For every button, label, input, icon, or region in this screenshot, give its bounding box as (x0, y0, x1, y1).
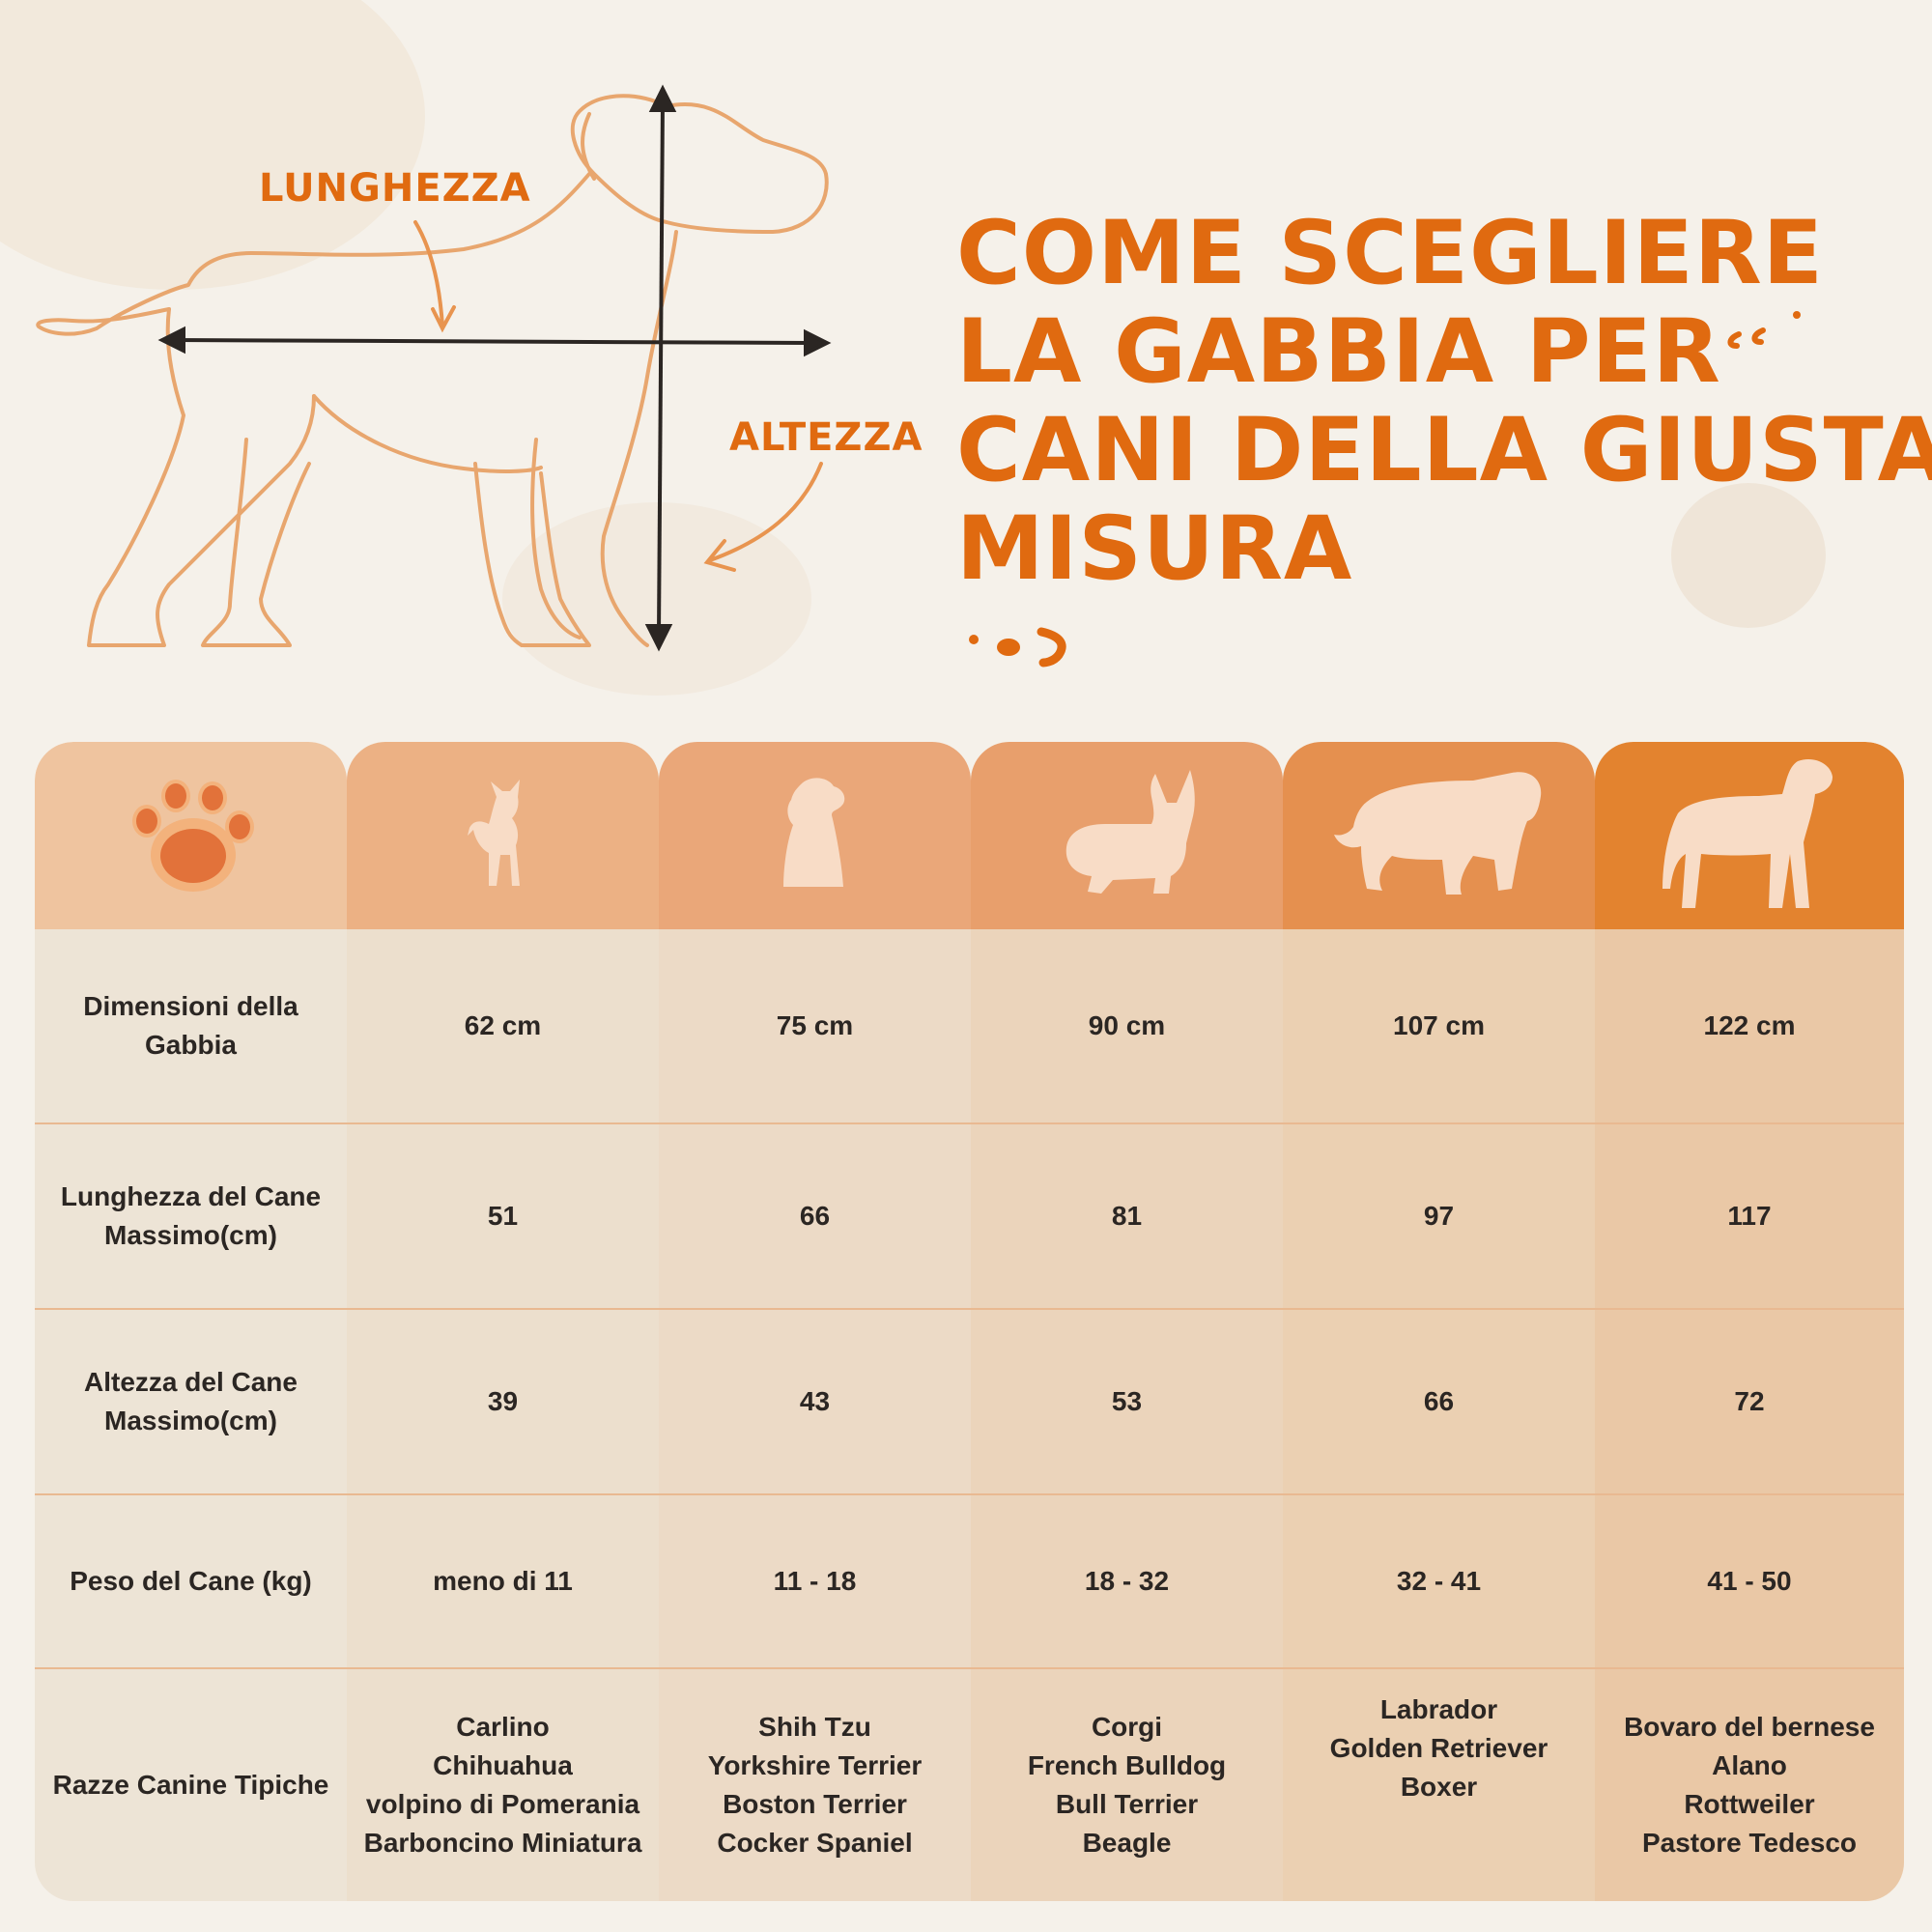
breed-name: volpino di Pomerania (365, 1789, 640, 1819)
table-cell: 32 - 41 (1283, 1493, 1595, 1667)
breed-name: Boxer (1400, 1772, 1478, 1802)
dog-back-outline (36, 172, 591, 336)
dog-head-outline (570, 94, 829, 234)
breed-name: Corgi (1091, 1712, 1163, 1742)
length-arrow-left-head (157, 326, 185, 355)
table-cell: 41 - 50 (1595, 1493, 1904, 1667)
breed-name: French Bulldog (1027, 1750, 1227, 1780)
headline-line: LA GABBIA PER (956, 301, 1721, 403)
table-cell: 117 (1595, 1122, 1904, 1308)
dog-front-leg-inner-outline (530, 438, 582, 639)
dog-front-leg-outline (473, 462, 591, 647)
st-bernard-silhouette-icon (1333, 772, 1541, 895)
row-label-dog-weight: Peso del Cane (kg) (35, 1493, 347, 1667)
breeds-cell: Labrador Golden Retriever Boxer (1283, 1667, 1595, 1901)
breed-name: Pastore Tedesco (1641, 1828, 1858, 1858)
headline-line: CANI DELLA GIUSTA (956, 400, 1932, 501)
length-label: LUNGHEZZA (259, 166, 531, 211)
dog-belly-outline (312, 394, 543, 473)
header-large-dog-cell (1595, 742, 1904, 929)
breed-name: Yorkshire Terrier (707, 1750, 923, 1780)
decorative-arrow-dots-icon (969, 627, 1066, 668)
table-cell: 51 (347, 1122, 659, 1308)
length-arrow-line (173, 338, 812, 345)
header-paw-cell (35, 742, 347, 929)
row-label-dog-length: Lunghezza del Cane Massimo(cm) (35, 1122, 347, 1308)
dog-rear-leg-outline (87, 307, 316, 647)
row-label-dog-height: Altezza del Cane Massimo(cm) (35, 1308, 347, 1493)
header-chihuahua-cell (347, 742, 659, 929)
paw-icon (131, 780, 254, 892)
headline: COME SCEGLIERE LA GABBIA PER CANI DELLA … (956, 203, 1932, 600)
row-label-typical-breeds: Razze Canine Tipiche (35, 1667, 347, 1901)
dog-chest-outline (600, 230, 678, 647)
size-table: Dimensioni della Gabbia 62 cm 75 cm 90 c… (35, 742, 1904, 1901)
table-cell: 66 (659, 1122, 971, 1308)
table-cell: 62 cm (347, 929, 659, 1122)
table-cell: 66 (1283, 1308, 1595, 1493)
breeds-cell: Bovaro del bernese Alano Rottweiler Past… (1595, 1667, 1904, 1901)
breeds-cell: Corgi French Bulldog Bull Terrier Beagle (971, 1667, 1283, 1901)
breed-name: Shih Tzu (758, 1712, 871, 1742)
breed-name: Rottweiler (1684, 1789, 1815, 1819)
breed-name: Alano (1712, 1750, 1787, 1780)
breed-name: Golden Retriever (1329, 1733, 1548, 1763)
header-corgi-cell (971, 742, 1283, 929)
length-pointer-arrow (413, 220, 456, 333)
table-cell: 39 (347, 1308, 659, 1493)
breed-name: Beagle (1082, 1828, 1172, 1858)
large-dog-silhouette-icon (1662, 758, 1833, 908)
dog-measurement-diagram (36, 84, 832, 652)
breed-name: Cocker Spaniel (717, 1828, 913, 1858)
height-label: ALTEZZA (729, 415, 923, 460)
table-cell: meno di 11 (347, 1493, 659, 1667)
corgi-silhouette-icon (1065, 770, 1195, 894)
table-cell: 72 (1595, 1308, 1904, 1493)
breed-name: Labrador (1379, 1694, 1498, 1724)
breed-name: Carlino (456, 1712, 550, 1742)
dog-ear-outline (581, 112, 596, 181)
breeds-cell: Carlino Chihuahua volpino di Pomerania B… (347, 1667, 659, 1901)
headline-line: COME SCEGLIERE (956, 203, 1824, 304)
table-cell: 11 - 18 (659, 1493, 971, 1667)
breed-name: Chihuahua (433, 1750, 573, 1780)
breed-name: Barboncino Miniatura (363, 1828, 642, 1858)
table-cell: 90 cm (971, 929, 1283, 1122)
headline-line: MISURA (956, 498, 1353, 600)
header-st-bernard-cell (1283, 742, 1595, 929)
breed-name: Bovaro del bernese (1624, 1712, 1875, 1742)
breeds-cell: Shih Tzu Yorkshire Terrier Boston Terrie… (659, 1667, 971, 1901)
table-cell: 75 cm (659, 929, 971, 1122)
length-arrow-right-head (804, 328, 832, 357)
height-pointer-arrow (703, 462, 823, 572)
table-cell: 97 (1283, 1122, 1595, 1308)
table-cell: 107 cm (1283, 929, 1595, 1122)
table-cell: 122 cm (1595, 929, 1904, 1122)
decorative-quote-marks-icon (1727, 311, 1801, 349)
table-cell: 81 (971, 1122, 1283, 1308)
table-cell: 43 (659, 1308, 971, 1493)
breed-name: Boston Terrier (723, 1789, 907, 1819)
row-label-cage-size: Dimensioni della Gabbia (35, 929, 347, 1122)
breed-name: Bull Terrier (1055, 1789, 1199, 1819)
dog-rear-leg-inner-outline (201, 438, 311, 647)
header-shih-tzu-cell (659, 742, 971, 929)
height-arrow-bottom-head (644, 624, 673, 652)
background-paw-blob (1671, 483, 1826, 628)
chihuahua-silhouette-icon (467, 780, 520, 886)
height-arrow-line (657, 99, 665, 635)
shih-tzu-silhouette-icon (782, 778, 844, 887)
table-cell: 18 - 32 (971, 1493, 1283, 1667)
height-arrow-top-head (648, 84, 677, 112)
table-cell: 53 (971, 1308, 1283, 1493)
